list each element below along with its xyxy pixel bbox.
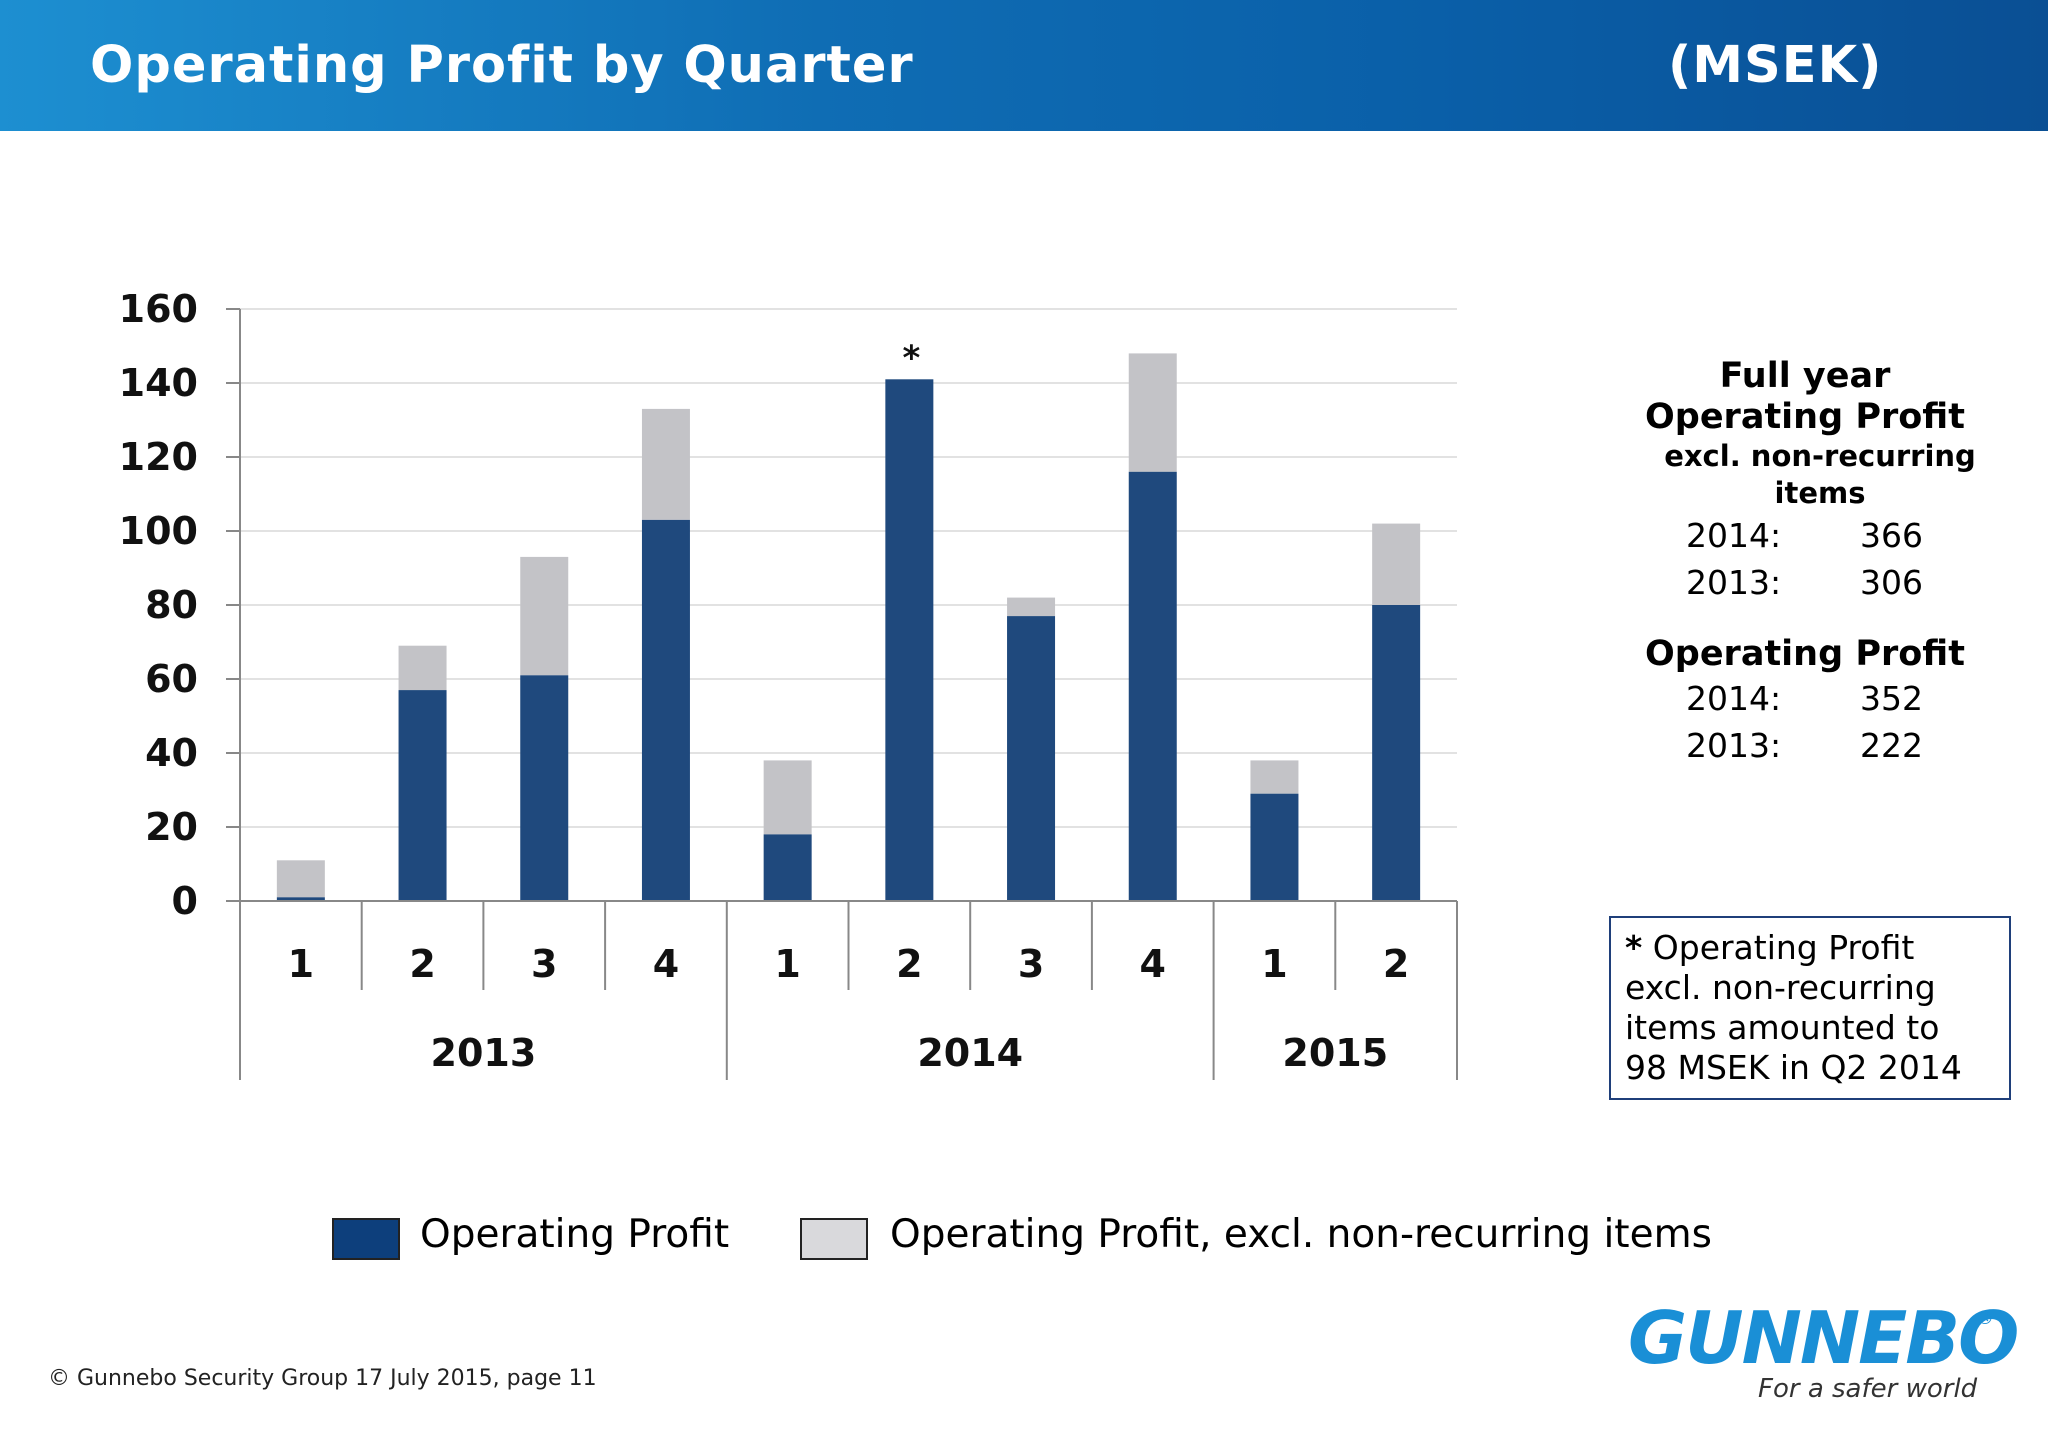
y-tick-label: 80 [145,583,198,627]
y-tick-label: 20 [145,805,198,849]
x-category-label: 4 [653,942,679,986]
bar-operating-profit [520,675,569,901]
y-tick-label: 140 [119,361,198,405]
y-tick-label: 120 [119,435,198,479]
summary-row: 2013: 306 [1600,559,2010,606]
logo-tagline: For a safer world [1758,1374,1978,1404]
y-tick-label: 0 [172,879,198,923]
summary-year: 2014: [1686,516,1782,555]
bar-excl-nonrecurring [1250,760,1299,794]
bar-excl-nonrecurring [520,556,569,676]
x-category-label: 2 [409,942,435,986]
bar-excl-nonrecurring [276,860,325,898]
summary-year: 2013: [1686,563,1782,602]
page-title: Operating Profit by Quarter [90,36,914,95]
summary-subtitle-line1: excl. non-recurring [1664,439,1976,473]
x-group-label: 2014 [917,1031,1023,1075]
footnote-line: 98 MSEK in Q2 2014 [1625,1048,1962,1087]
summary-row: 2014: 366 [1600,512,2010,559]
bar-operating-profit [1007,616,1056,901]
gunnebo-logo: GUNNEBO ® For a safer world [1628,1296,2019,1406]
legend-swatch-excl-nonrecurring [800,1218,868,1260]
x-category-label: 1 [288,942,314,986]
x-category-label: 1 [1261,942,1287,986]
annotation-asterisk: * [902,338,920,378]
summary-title-2: Operating Profit [1645,634,1965,674]
summary-row: 2013: 222 [1600,722,2010,769]
bar-excl-nonrecurring [398,645,447,691]
bar-operating-profit [1250,793,1299,901]
bar-operating-profit [1372,605,1421,901]
summary-row: 2014: 352 [1600,675,2010,722]
summary-value: 222 [1860,726,1923,765]
full-year-summary: Full year Operating Profit excl. non-rec… [1600,356,2010,769]
bar-excl-nonrecurring [641,408,690,520]
summary-title-line1: Full year [1719,356,1891,396]
footnote-line: excl. non-recurring [1625,968,1936,1007]
footer-copyright: © Gunnebo Security Group 17 July 2015, p… [48,1366,597,1391]
legend-swatch-operating-profit [332,1218,400,1260]
bar-operating-profit [763,834,812,901]
bar-operating-profit [398,690,447,901]
bar-excl-nonrecurring [1007,597,1056,617]
footnote-star: * [1625,928,1643,967]
x-group-label: 2015 [1282,1031,1388,1075]
header-bar: Operating Profit by Quarter (MSEK) [0,0,2048,131]
bar-excl-nonrecurring [763,760,812,835]
bars [276,353,1421,901]
bar-operating-profit [885,379,934,901]
bar-operating-profit [276,897,325,901]
summary-year: 2014: [1686,679,1782,718]
axis-labels: 0 20 40 60 80 100 120 140 160 1 2 3 4 1 2 3 4 1 2 2013 2014 2… [119,287,1410,1075]
logo-wordmark: GUNNEBO [1628,1296,2019,1380]
footnote-line: Operating Profit [1652,928,1915,967]
summary-value: 352 [1860,679,1923,718]
axes [226,308,1458,1080]
legend-label: Operating Profit, excl. non-recurring it… [890,1212,1712,1257]
bar-operating-profit [1128,471,1177,901]
summary-value: 306 [1860,563,1923,602]
bar-excl-nonrecurring [1372,523,1421,605]
registered-mark-icon: ® [1976,1308,1994,1329]
legend-label: Operating Profit [420,1212,730,1257]
x-category-label: 2 [1383,942,1409,986]
y-tick-label: 160 [119,287,198,331]
bar-operating-profit [641,519,690,901]
footnote-line: items amounted to [1625,1008,1940,1047]
x-category-label: 3 [1018,942,1044,986]
x-group-label: 2013 [431,1031,537,1075]
y-tick-label: 60 [145,657,198,701]
y-tick-label: 100 [119,509,198,553]
bar-excl-nonrecurring [1128,353,1177,472]
summary-subtitle-line2: items [1774,476,1866,510]
unit-label: (MSEK) [1668,36,1883,95]
summary-year: 2013: [1686,726,1782,765]
footnote-box: * Operating Profit excl. non-recurring i… [1609,916,2011,1100]
summary-value: 366 [1860,516,1923,555]
bar-chart: 0 20 40 60 80 100 120 140 160 1 2 3 4 1 2 3 4 1 2 2013 2014 2… [119,287,1458,1080]
y-tick-label: 40 [145,731,198,775]
x-category-label: 1 [774,942,800,986]
x-category-label: 2 [896,942,922,986]
x-category-label: 4 [1140,942,1166,986]
x-category-label: 3 [531,942,557,986]
summary-title-line2: Operating Profit [1645,397,1965,437]
